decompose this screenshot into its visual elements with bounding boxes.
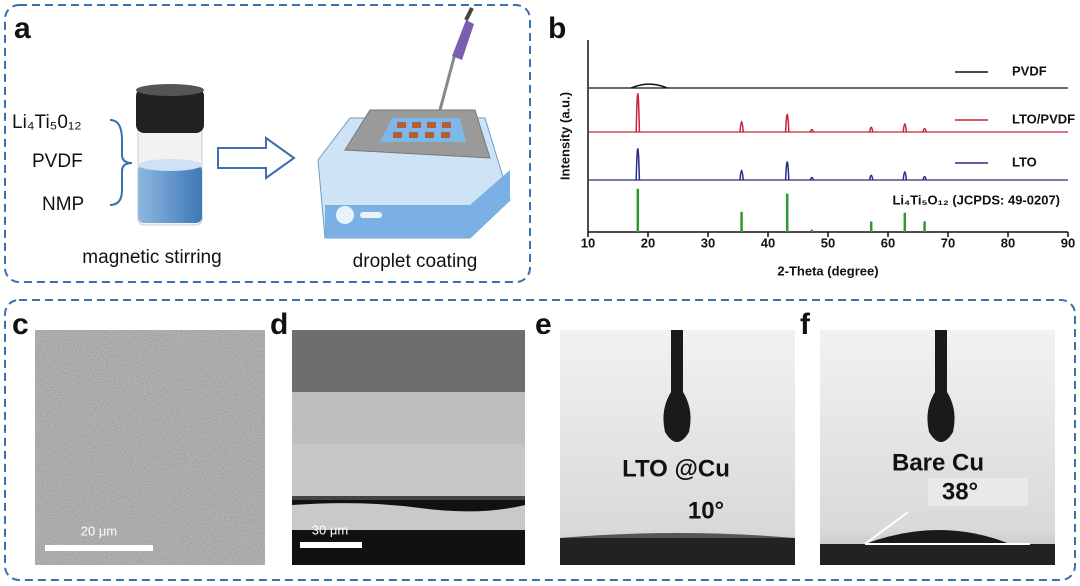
panel-label: d	[270, 308, 288, 341]
droplet	[560, 533, 795, 538]
pipette	[452, 20, 474, 60]
peak	[868, 126, 874, 133]
peak	[922, 127, 927, 133]
panel-label: b	[548, 12, 566, 45]
tangent	[864, 511, 909, 545]
frame	[4, 299, 1076, 581]
substrate	[380, 118, 466, 142]
x-axis-title: 2-Theta (degree)	[777, 263, 878, 278]
x-tick-label: 10	[581, 235, 595, 250]
legend-label: LTO	[1012, 154, 1037, 169]
peak	[784, 161, 790, 181]
substrate	[820, 544, 1055, 565]
button	[360, 212, 382, 218]
label-box	[928, 478, 1028, 506]
sem-layer	[292, 330, 525, 392]
pipette	[464, 7, 474, 21]
hotplate	[325, 170, 510, 238]
solution	[138, 165, 202, 223]
x-tick-label: 50	[821, 235, 835, 250]
panel-label: e	[535, 308, 552, 341]
xrd-chart: Intensity (a.u.) 2-Theta (degree) 10 20 30…	[557, 40, 1075, 278]
peak	[739, 169, 744, 181]
needle-droplet	[663, 330, 691, 442]
pipette-tip	[438, 49, 458, 111]
x-tick-label: 80	[1001, 235, 1015, 250]
peak	[922, 175, 927, 181]
panel-label: a	[14, 12, 31, 45]
interface	[292, 496, 525, 500]
peak	[902, 123, 908, 133]
solution	[138, 159, 202, 171]
legend-label: LTO/PVDF	[1012, 111, 1075, 126]
y-axis-title: Intensity (a.u.)	[557, 92, 572, 180]
peak	[809, 128, 815, 133]
step: droplet coating	[353, 251, 478, 272]
contact-angle: 38°	[942, 478, 978, 505]
substrate	[560, 538, 795, 565]
peak	[902, 171, 908, 181]
vial-cap	[136, 88, 204, 133]
peak	[868, 174, 874, 181]
peak	[635, 148, 641, 181]
needle-droplet	[927, 330, 955, 442]
sample-label: Bare Cu	[892, 449, 984, 476]
scale-bar	[300, 542, 362, 548]
component: Li₄Ti₅0₁₂	[12, 112, 82, 133]
contact-angle: 10°	[688, 497, 724, 524]
legend-label: PVDF	[1012, 63, 1047, 78]
sem-texture	[35, 330, 265, 565]
scale-bar	[45, 545, 153, 551]
cu-layer	[292, 503, 525, 530]
peak	[784, 113, 790, 133]
brace	[109, 119, 133, 206]
x-tick-label: 60	[881, 235, 895, 250]
component: NMP	[42, 194, 84, 215]
peak	[739, 120, 744, 133]
arrow	[217, 136, 296, 180]
sample-label: LTO @Cu	[622, 455, 730, 482]
panel-label: f	[800, 308, 811, 341]
x-tick-label: 90	[1061, 235, 1075, 250]
cu-layer	[292, 444, 525, 496]
x-tick-label: 30	[701, 235, 715, 250]
peak	[635, 93, 641, 133]
peak	[809, 176, 815, 181]
x-tick-label: 70	[941, 235, 955, 250]
x-tick-label: 40	[761, 235, 775, 250]
legend-label: Li₄Ti₅O₁₂ (JCPDS: 49-0207)	[892, 192, 1060, 207]
step: magnetic stirring	[82, 247, 221, 268]
knob	[336, 206, 354, 224]
frame	[4, 4, 531, 283]
x-tick-label: 20	[641, 235, 655, 250]
lto-texture	[292, 392, 525, 444]
component: PVDF	[32, 151, 83, 172]
droplets	[393, 122, 451, 138]
scale-bar-label: 30 μm	[312, 522, 348, 537]
droplet	[865, 530, 1010, 544]
panel-label: c	[12, 308, 29, 341]
scale-bar-label: 20 μm	[81, 523, 117, 538]
peak	[630, 83, 668, 89]
vial-cap	[136, 84, 204, 96]
